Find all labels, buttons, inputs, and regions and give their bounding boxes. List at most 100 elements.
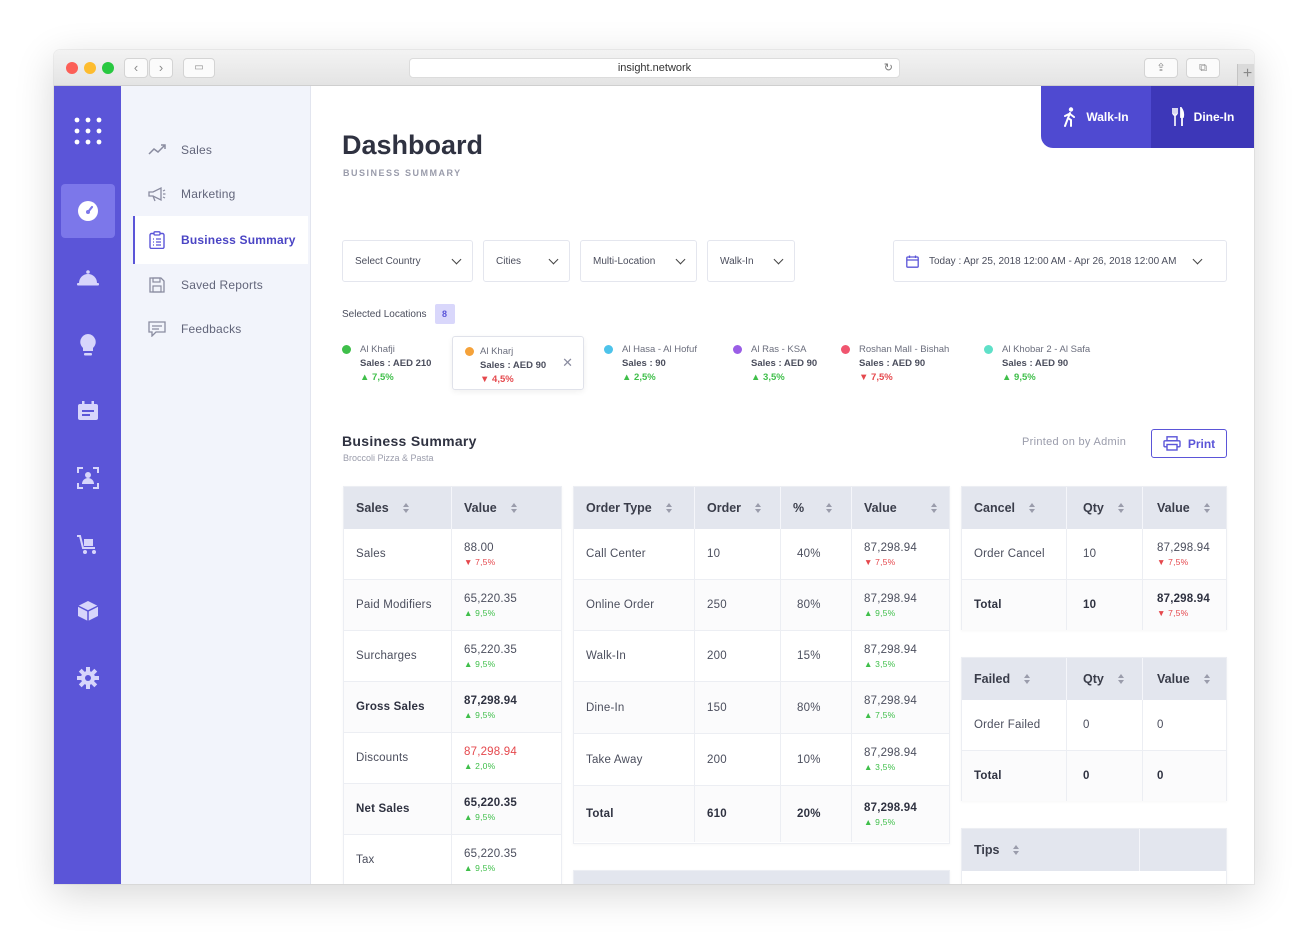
row-value: 0 [1157, 719, 1164, 731]
table-row: Take Away 200 10% 87,298.94 ▲ 3,5% [574, 734, 949, 786]
url-text: insight.network [617, 62, 692, 74]
row-value: 87,298.94 [1157, 592, 1210, 605]
chevron-down-icon [1192, 254, 1203, 264]
order-type-select[interactable]: Walk-In [707, 240, 795, 282]
column-header[interactable]: Failed [962, 658, 1067, 700]
row-value-cell: 65,220.35 ▲ 9,5% [452, 631, 561, 681]
nav-label: Business Summary [181, 233, 296, 247]
apps-grid-icon[interactable] [61, 104, 115, 158]
table-header: Cancel Qty Value [962, 487, 1226, 529]
column-header[interactable]: Value [1143, 658, 1226, 700]
location-name: Al Kharj [480, 346, 514, 357]
back-button[interactable]: ‹ [124, 58, 148, 78]
tips-table: Tips [961, 828, 1227, 884]
table-row: Walk-In 200 15% 87,298.94 ▲ 3,5% [574, 631, 949, 682]
order-type-cell: Take Away [574, 734, 695, 785]
calendar-board-icon[interactable] [61, 384, 115, 438]
sort-icon [1024, 674, 1031, 684]
dine-in-toggle[interactable]: Dine-In [1151, 86, 1254, 148]
location-chip[interactable]: Al Ras - KSA Sales : AED 90 ▲ 3,5% [733, 336, 833, 390]
nav-label: Marketing [181, 187, 236, 201]
address-bar[interactable]: insight.network ↻ [409, 58, 900, 78]
zoom-window-button[interactable] [102, 62, 114, 74]
close-window-button[interactable] [66, 62, 78, 74]
remove-location-icon[interactable]: ✕ [562, 355, 573, 370]
location-chip-selected[interactable]: Al Kharj Sales : AED 90 ▼ 4,5% ✕ [452, 336, 584, 390]
share-icon[interactable]: ⇪ [1144, 58, 1178, 78]
location-chip[interactable]: Roshan Mall - Bishah Sales : AED 90 ▼ 7,… [841, 336, 971, 390]
country-select[interactable]: Select Country [342, 240, 473, 282]
location-name: Roshan Mall - Bishah [859, 344, 950, 355]
nav-item-business-summary[interactable]: Business Summary [133, 216, 308, 264]
forward-button[interactable]: › [149, 58, 173, 78]
cloche-icon[interactable] [61, 251, 115, 305]
table-row: Order Failed 0 0 [962, 700, 1226, 751]
location-trend: ▼ 4,5% [480, 374, 514, 385]
reload-icon[interactable]: ↻ [883, 62, 893, 74]
minimize-window-button[interactable] [84, 62, 96, 74]
column-header[interactable]: Value [452, 487, 561, 529]
box-icon[interactable] [61, 584, 115, 638]
location-sales: Sales : AED 90 [859, 358, 926, 369]
walk-in-toggle[interactable]: Walk-In [1041, 86, 1151, 148]
column-header[interactable]: Order Type [574, 487, 695, 529]
location-sales: Sales : AED 90 [751, 358, 818, 369]
country-select-value: Select Country [355, 255, 421, 267]
table-row: Sales 88.00 ▼ 7,5% [344, 529, 561, 580]
nav-label: Feedbacks [181, 322, 242, 336]
status-dot [841, 345, 850, 354]
row-trend: ▲ 9,5% [464, 709, 496, 720]
nav-item-sales[interactable]: Sales [133, 126, 308, 174]
column-header[interactable]: Qty [1067, 487, 1143, 529]
row-value: 0 [1157, 770, 1164, 782]
user-focus-icon[interactable] [61, 451, 115, 505]
settings-gear-icon[interactable] [61, 651, 115, 705]
order-type-table: Order Type Order % Value Call Center 10 40… [573, 486, 950, 844]
date-range-picker[interactable]: Today : Apr 25, 2018 12:00 AM - Apr 26, … [893, 240, 1227, 282]
order-percent-cell: 80% [781, 580, 852, 630]
delivery-cart-icon[interactable] [61, 518, 115, 572]
location-chip[interactable]: Al Khobar 2 - Al Safa Sales : AED 90 ▲ 9… [984, 336, 1114, 390]
column-header-label: Value [1157, 672, 1190, 686]
dashboard-gauge-icon[interactable] [61, 184, 115, 238]
location-chip[interactable]: Al Hasa - Al Hofuf Sales : 90 ▲ 2,5% [604, 336, 724, 390]
row-trend: ▲ 7,5% [864, 710, 896, 720]
order-count-cell: 10 [695, 529, 781, 579]
new-tab-button[interactable]: + [1237, 64, 1254, 86]
column-header[interactable]: Cancel [962, 487, 1067, 529]
cities-select[interactable]: Cities [483, 240, 570, 282]
column-header[interactable]: Value [852, 487, 949, 529]
order-count-cell: 200 [695, 734, 781, 785]
row-trend: ▼ 7,5% [1157, 556, 1189, 567]
nav-item-marketing[interactable]: Marketing [133, 170, 308, 218]
column-header[interactable]: Tips [962, 829, 1140, 871]
order-type-cell: Walk-In [574, 631, 695, 681]
sort-icon [402, 503, 409, 513]
tabs-icon[interactable]: ⧉ [1186, 58, 1220, 78]
table-header: Order Type Order % Value [574, 487, 949, 529]
print-button[interactable]: Print [1151, 429, 1227, 458]
table-row: Net Sales 65,220.35 ▲ 9,5% [344, 784, 561, 835]
sidebar-toggle-icon[interactable]: ▭ [183, 58, 215, 78]
column-header[interactable]: % [781, 487, 852, 529]
column-header[interactable]: Sales [344, 487, 452, 529]
multi-location-select[interactable]: Multi-Location [580, 240, 697, 282]
lightbulb-icon[interactable] [61, 318, 115, 372]
nav-item-saved-reports[interactable]: Saved Reports [133, 261, 308, 309]
trend-icon [147, 141, 167, 159]
order-percent-cell: 40% [781, 529, 852, 579]
selected-count-badge: 8 [434, 304, 455, 324]
column-header[interactable]: Value [1143, 487, 1226, 529]
location-trend: ▲ 9,5% [1002, 372, 1036, 383]
location-chip[interactable]: Al Khafji Sales : AED 210 ▲ 7,5% [342, 336, 452, 390]
column-header[interactable]: Qty [1067, 658, 1143, 700]
table-row: Order Cancel 10 87,298.94 ▼ 7,5% [962, 529, 1226, 580]
table-total-row: Total 610 20% 87,298.94 ▲ 9,5% [574, 786, 949, 842]
calendar-icon [906, 255, 919, 268]
sort-icon [665, 503, 672, 513]
row-label: Tax [344, 835, 452, 884]
row-trend: ▲ 9,5% [464, 862, 496, 873]
printer-icon [1163, 436, 1181, 451]
column-header[interactable]: Order [695, 487, 781, 529]
nav-item-feedbacks[interactable]: Feedbacks [133, 305, 308, 353]
